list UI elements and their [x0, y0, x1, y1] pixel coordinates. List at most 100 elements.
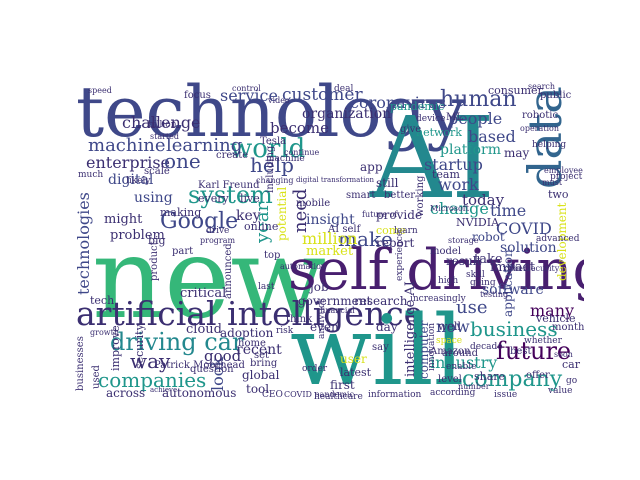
word-deal: deal	[334, 84, 354, 94]
word-vehicle: vehicle	[536, 312, 576, 325]
word-healthcare: healthcare	[314, 392, 363, 400]
word-even: even	[310, 320, 339, 334]
word-enterprise: enterprise	[86, 153, 171, 172]
word-million: million	[302, 229, 358, 248]
word-experience: experience	[395, 230, 405, 281]
word-future-of: future of	[362, 210, 398, 219]
word-device: device	[416, 114, 446, 124]
word-still: still	[376, 176, 399, 190]
word-go: go	[566, 376, 578, 386]
word-problem: problem	[110, 228, 165, 243]
word-cloud: cloud	[186, 322, 222, 337]
word-solution: solution	[500, 240, 557, 256]
word-analytics: analytics	[317, 298, 327, 339]
word-good: good	[204, 347, 242, 365]
word-ml: ML	[446, 112, 463, 123]
word-app: app	[360, 160, 383, 174]
word-amazon: Amazon	[430, 346, 471, 357]
word-growth: growth	[90, 328, 119, 337]
word-employee: employee	[544, 166, 583, 175]
word-tech: tech	[90, 294, 115, 307]
word-way: way	[130, 349, 171, 373]
word-tesla: Tesla	[260, 136, 287, 147]
word-technologies: technologies	[74, 192, 93, 295]
word-learning: learning	[166, 135, 243, 156]
word-market: market	[306, 244, 354, 259]
word-set: set	[254, 350, 270, 361]
word-much: much	[78, 170, 104, 180]
word-product: product	[149, 241, 160, 281]
word-google: Google	[160, 209, 239, 234]
word-microsoft: Microsoft	[430, 204, 469, 213]
word-information: information	[368, 390, 422, 400]
word-global: global	[242, 368, 280, 382]
word-robot: robot	[472, 230, 505, 244]
word-going: going	[470, 278, 496, 288]
word-helping: helping	[532, 140, 567, 150]
word-team: team	[432, 168, 460, 181]
word-business: business	[470, 317, 558, 341]
word-innovation: innovation	[427, 322, 437, 371]
word-continue: continue	[284, 148, 320, 157]
word-give: give	[400, 124, 422, 135]
word-driving-car: driving car	[110, 328, 244, 356]
word-covid: COVID	[496, 219, 552, 238]
word-used: used	[91, 365, 102, 389]
word-based: based	[468, 127, 516, 146]
word-well: well	[438, 320, 461, 333]
word-technology: technology	[76, 81, 466, 153]
word-autonomous: autonomous	[162, 386, 237, 399]
word-coronavirus: coronavirus	[350, 93, 447, 112]
word-smart: smart	[346, 190, 376, 201]
word-organization: organization	[302, 106, 392, 122]
word-challenge: challenge	[122, 113, 201, 132]
word-work: work	[438, 175, 479, 194]
word-robotic: robotic	[522, 110, 559, 121]
word-application: application	[501, 249, 515, 317]
word-critical: critical	[180, 286, 227, 301]
word-take: take	[474, 252, 503, 267]
word-platform: platform	[440, 142, 501, 158]
word-latest: latest	[340, 366, 372, 379]
word-every: every	[198, 192, 229, 205]
word-space: space	[436, 336, 463, 346]
word-human: human	[440, 87, 517, 112]
word-customer: customer	[282, 85, 363, 105]
word-help: help	[250, 153, 294, 177]
word-share: share	[474, 370, 506, 383]
word-tool: tool	[246, 382, 270, 396]
word-model: model	[430, 246, 462, 257]
word-speed: speed	[88, 86, 112, 95]
word-consumer: consumer	[488, 84, 543, 97]
word-bring: bring	[250, 358, 278, 369]
word-might: might	[104, 212, 143, 227]
word-result: result	[446, 254, 482, 268]
word-last: last	[258, 282, 275, 292]
word-government: government	[298, 294, 372, 308]
word-learn: learn	[394, 226, 418, 236]
word-month: month	[552, 322, 584, 333]
word-ceo: CEO	[262, 390, 283, 400]
word-video: video	[268, 96, 290, 105]
word-question: question	[190, 364, 234, 375]
word-operation: operation	[520, 124, 560, 133]
word-including: including	[265, 145, 276, 193]
word-nvidia: NVIDIA	[456, 216, 500, 229]
word-world: world	[230, 134, 306, 164]
word-automation: automation	[280, 262, 327, 271]
word-according: according	[430, 388, 476, 398]
word-announced: announced	[223, 243, 234, 299]
word-say: say	[372, 342, 389, 353]
word-insight: insight	[306, 212, 355, 228]
word-two: two	[548, 188, 569, 201]
word-cybersecurity: cybersecurity	[504, 264, 560, 273]
word-self-driving: self driving	[288, 238, 584, 303]
word-around: around	[442, 348, 479, 359]
word-offer: offer	[526, 370, 550, 381]
word-live: live	[240, 192, 260, 205]
word-system: system	[188, 181, 273, 209]
word-part: part	[172, 246, 194, 257]
word-karl-freund: Karl Freund	[198, 180, 260, 191]
word-working: working	[415, 175, 426, 217]
word-risk: risk	[276, 326, 294, 336]
